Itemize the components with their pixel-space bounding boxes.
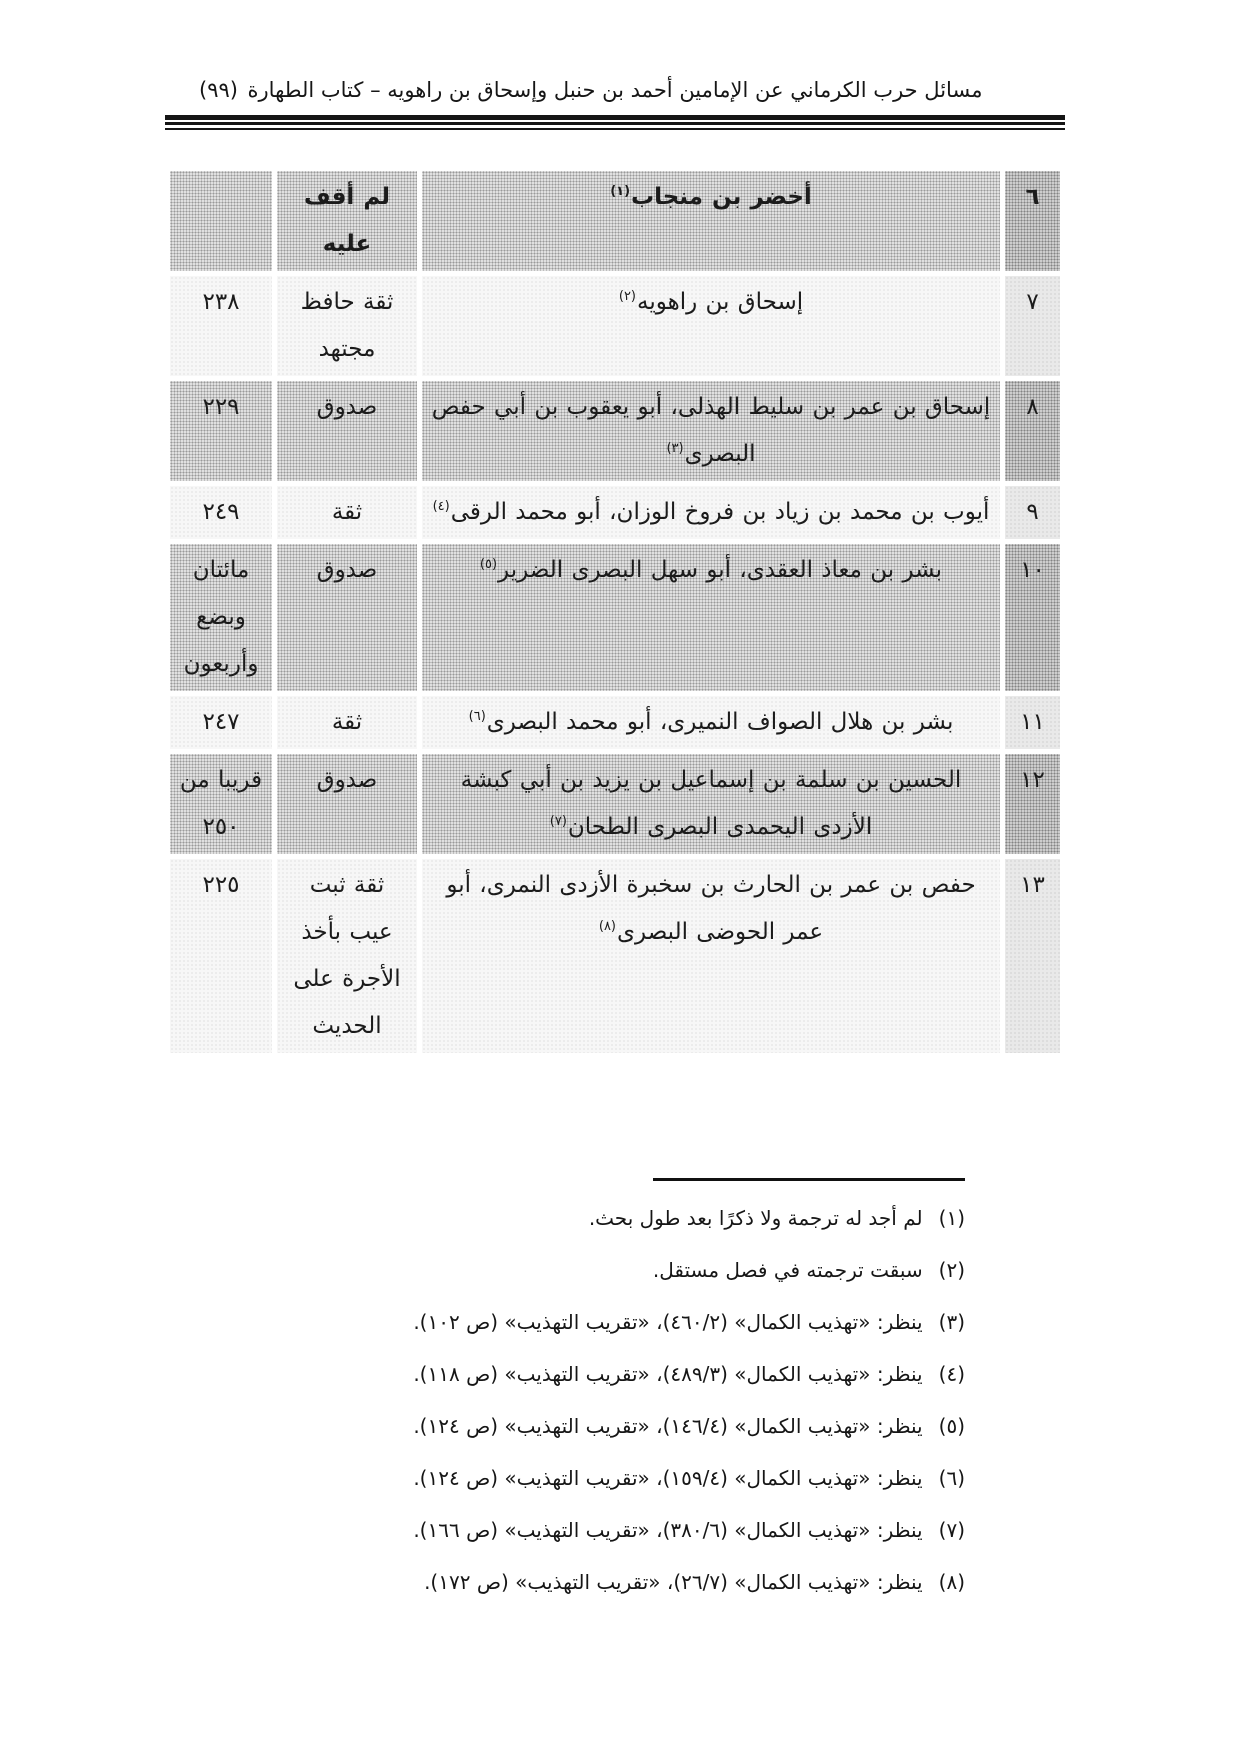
grade-cell: صدوق bbox=[277, 381, 417, 481]
footnote-number: (٤) bbox=[938, 1362, 965, 1386]
narrators-table: ٦ أخضر بن منجاب(١) لم أقف عليه ٧ إسحاق ب… bbox=[165, 166, 1065, 1058]
narrator-name-cell: بشر بن هلال الصواف النميرى، أبو محمد الب… bbox=[422, 696, 1000, 749]
footnote-text: ينظر: «تهذيب الكمال» (٢٦/٧)، «تقريب الته… bbox=[424, 1570, 923, 1594]
footnote-number: (٣) bbox=[938, 1310, 965, 1334]
footnote-number: (٦) bbox=[938, 1466, 965, 1490]
narrator-name: أيوب بن محمد بن زياد بن فروخ الوزان، أبو… bbox=[450, 499, 990, 525]
row-number-cell: ١٠ bbox=[1005, 544, 1060, 691]
grade-cell: صدوق bbox=[277, 754, 417, 854]
grade-cell: صدوق bbox=[277, 544, 417, 691]
narrator-name-cell: الحسين بن سلمة بن إسماعيل بن يزيد بن أبي… bbox=[422, 754, 1000, 854]
table-row: ٦ أخضر بن منجاب(١) لم أقف عليه bbox=[170, 171, 1060, 271]
narrator-name: بشر بن هلال الصواف النميرى، أبو محمد الب… bbox=[486, 709, 954, 735]
narrator-name-cell: إسحاق بن راهويه(٢) bbox=[422, 276, 1000, 376]
footnote-text: سبقت ترجمته في فصل مستقل. bbox=[652, 1258, 923, 1282]
death-year-cell bbox=[170, 171, 272, 271]
table-row: ٩ أيوب بن محمد بن زياد بن فروخ الوزان، أ… bbox=[170, 486, 1060, 539]
narrator-name: إسحاق بن عمر بن سليط الهذلى، أبو يعقوب ب… bbox=[431, 394, 991, 467]
footnote: (١) لم أجد له ترجمة ولا ذكرًا بعد طول بحث… bbox=[320, 1203, 965, 1234]
footnote-text: ينظر: «تهذيب الكمال» (١٤٦/٤)، «تقريب الت… bbox=[413, 1414, 923, 1438]
row-number-cell: ٧ bbox=[1005, 276, 1060, 376]
row-number-cell: ١١ bbox=[1005, 696, 1060, 749]
footnote-number: (٢) bbox=[938, 1258, 965, 1282]
footnote-text: ينظر: «تهذيب الكمال» (١٥٩/٤)، «تقريب الت… bbox=[413, 1466, 923, 1490]
narrator-name-cell: أخضر بن منجاب(١) bbox=[422, 171, 1000, 271]
death-year-cell: ٢٢٩ bbox=[170, 381, 272, 481]
narrator-name-cell: حفص بن عمر بن الحارث بن سخبرة الأزدى الن… bbox=[422, 859, 1000, 1053]
table-row: ١٢ الحسين بن سلمة بن إسماعيل بن يزيد بن … bbox=[170, 754, 1060, 854]
narrator-name: الحسين بن سلمة بن إسماعيل بن يزيد بن أبي… bbox=[460, 767, 962, 840]
narrators-table-body: ٦ أخضر بن منجاب(١) لم أقف عليه ٧ إسحاق ب… bbox=[170, 171, 1060, 1053]
footnote-number: (١) bbox=[938, 1206, 965, 1230]
row-number: ١١ bbox=[1020, 709, 1045, 735]
header-rule bbox=[165, 115, 1065, 130]
table-row: ٨ إسحاق بن عمر بن سليط الهذلى، أبو يعقوب… bbox=[170, 381, 1060, 481]
row-number: ٧ bbox=[1026, 289, 1039, 315]
death-year-cell: قريبا من ٢٥٠ bbox=[170, 754, 272, 854]
footnote: (٨) ينظر: «تهذيب الكمال» (٢٦/٧)، «تقريب ا… bbox=[320, 1567, 965, 1598]
footnote-marker: (١) bbox=[610, 184, 631, 199]
footnote: (٤) ينظر: «تهذيب الكمال» (٤٨٩/٣)، «تقريب … bbox=[320, 1359, 965, 1390]
footnote-list: (١) لم أجد له ترجمة ولا ذكرًا بعد طول بحث… bbox=[320, 1203, 965, 1598]
narrator-name: بشر بن معاذ العقدى، أبو سهل البصرى الضري… bbox=[498, 557, 943, 583]
narrator-name: إسحاق بن راهويه bbox=[637, 289, 804, 315]
death-year-cell: ٢٤٧ bbox=[170, 696, 272, 749]
footnote-marker: (٦) bbox=[468, 709, 486, 724]
footnote-text: لم أجد له ترجمة ولا ذكرًا بعد طول بحث. bbox=[588, 1206, 923, 1230]
footnote-text: ينظر: «تهذيب الكمال» (٣٨٠/٦)، «تقريب الت… bbox=[413, 1518, 923, 1542]
footnote-marker: (٤) bbox=[432, 499, 450, 514]
footnote-marker: (٥) bbox=[479, 557, 498, 572]
row-number-cell: ١٣ bbox=[1005, 859, 1060, 1053]
row-number: ١٢ bbox=[1020, 767, 1045, 793]
row-number-cell: ٨ bbox=[1005, 381, 1060, 481]
footnote: (٥) ينظر: «تهذيب الكمال» (١٤٦/٤)، «تقريب … bbox=[320, 1411, 965, 1442]
footnote-number: (٥) bbox=[938, 1414, 965, 1438]
narrator-name-cell: إسحاق بن عمر بن سليط الهذلى، أبو يعقوب ب… bbox=[422, 381, 1000, 481]
footnote-marker: (٢) bbox=[618, 289, 636, 304]
grade-cell: ثقة حافظ مجتهد bbox=[277, 276, 417, 376]
grade-cell: ثقة ثبت عيب بأخذ الأجرة على الحديث bbox=[277, 859, 417, 1053]
footnote-text: ينظر: «تهذيب الكمال» (٤٦٠/٢)، «تقريب الت… bbox=[413, 1310, 923, 1334]
row-number: ١٣ bbox=[1020, 872, 1045, 898]
grade-cell: لم أقف عليه bbox=[277, 171, 417, 271]
row-number: ٨ bbox=[1026, 394, 1039, 420]
footnote-text: ينظر: «تهذيب الكمال» (٤٨٩/٣)، «تقريب الت… bbox=[413, 1362, 923, 1386]
table-row: ١١ بشر بن هلال الصواف النميرى، أبو محمد … bbox=[170, 696, 1060, 749]
table-row: ٧ إسحاق بن راهويه(٢) ثقة حافظ مجتهد ٢٣٨ bbox=[170, 276, 1060, 376]
footnotes-section: (١) لم أجد له ترجمة ولا ذكرًا بعد طول بحث… bbox=[320, 1178, 965, 1619]
row-number: ١٠ bbox=[1020, 557, 1045, 583]
footnote-number: (٨) bbox=[938, 1570, 965, 1594]
row-number-cell: ١٢ bbox=[1005, 754, 1060, 854]
footnote-marker: (٧) bbox=[549, 814, 567, 829]
footnote-number: (٧) bbox=[938, 1518, 965, 1542]
grade-cell: ثقة bbox=[277, 696, 417, 749]
footnote-marker: (٨) bbox=[598, 919, 616, 934]
footnote: (٧) ينظر: «تهذيب الكمال» (٣٨٠/٦)، «تقريب … bbox=[320, 1515, 965, 1546]
footnote: (٦) ينظر: «تهذيب الكمال» (١٥٩/٤)، «تقريب … bbox=[320, 1463, 965, 1494]
row-number: ٩ bbox=[1026, 499, 1039, 525]
death-year-cell: ٢٢٥ bbox=[170, 859, 272, 1053]
grade-cell: ثقة bbox=[277, 486, 417, 539]
row-number: ٦ bbox=[1025, 184, 1040, 210]
death-year-cell: مائتان وبضع وأربعون bbox=[170, 544, 272, 691]
table-row: ١٣ حفص بن عمر بن الحارث بن سخبرة الأزدى … bbox=[170, 859, 1060, 1053]
footnote-separator bbox=[653, 1178, 965, 1181]
narrator-name-cell: أيوب بن محمد بن زياد بن فروخ الوزان، أبو… bbox=[422, 486, 1000, 539]
footnote: (٢) سبقت ترجمته في فصل مستقل. bbox=[320, 1255, 965, 1286]
page-header: مسائل حرب الكرماني عن الإمامين أحمد بن ح… bbox=[165, 70, 1065, 112]
narrator-name: أخضر بن منجاب bbox=[631, 184, 812, 210]
page-number: (٩٩) bbox=[199, 78, 238, 102]
row-number-cell: ٦ bbox=[1005, 171, 1060, 271]
death-year-cell: ٢٤٩ bbox=[170, 486, 272, 539]
running-title: مسائل حرب الكرماني عن الإمامين أحمد بن ح… bbox=[247, 78, 983, 102]
death-year-cell: ٢٣٨ bbox=[170, 276, 272, 376]
row-number-cell: ٩ bbox=[1005, 486, 1060, 539]
narrator-name-cell: بشر بن معاذ العقدى، أبو سهل البصرى الضري… bbox=[422, 544, 1000, 691]
narrator-name: حفص بن عمر بن الحارث بن سخبرة الأزدى الن… bbox=[446, 872, 976, 945]
table-row: ١٠ بشر بن معاذ العقدى، أبو سهل البصرى ال… bbox=[170, 544, 1060, 691]
footnote-marker: (٣) bbox=[666, 441, 684, 456]
footnote: (٣) ينظر: «تهذيب الكمال» (٤٦٠/٢)، «تقريب … bbox=[320, 1307, 965, 1338]
